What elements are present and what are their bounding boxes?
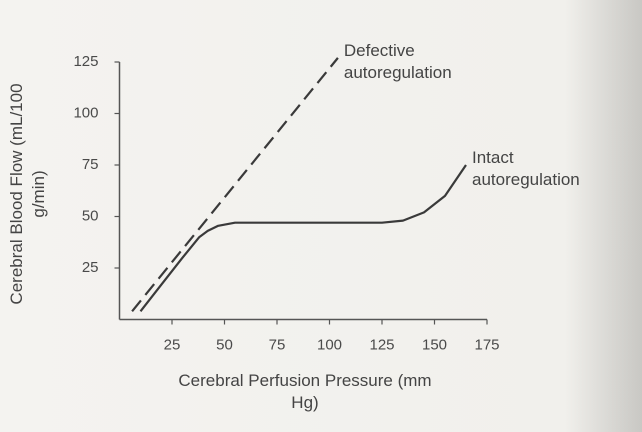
x-tick-label: 100 xyxy=(317,336,342,353)
x-tick-label: 75 xyxy=(269,336,286,353)
y-tick-label: 50 xyxy=(82,207,99,224)
x-axis-label: Cerebral Perfusion Pressure (mm Hg) xyxy=(178,371,432,412)
y-axis-label: Cerebral Blood Flow (mL/100 g/min) xyxy=(7,83,48,305)
y-tick-label: 75 xyxy=(82,156,99,173)
series-line xyxy=(131,57,339,312)
series-label: Defective autoregulation xyxy=(343,40,452,82)
x-tick-label: 150 xyxy=(422,336,447,353)
y-tick-label: 100 xyxy=(73,104,98,121)
y-tick-label: 125 xyxy=(73,53,98,70)
x-tick-label: 125 xyxy=(369,336,394,353)
y-tick-label: 25 xyxy=(82,259,99,276)
x-tick-label: 175 xyxy=(474,336,499,353)
series-label: Intact autoregulation xyxy=(472,148,580,189)
series-line xyxy=(139,164,467,312)
x-tick-label: 25 xyxy=(164,336,181,353)
x-tick-label: 50 xyxy=(216,336,233,353)
